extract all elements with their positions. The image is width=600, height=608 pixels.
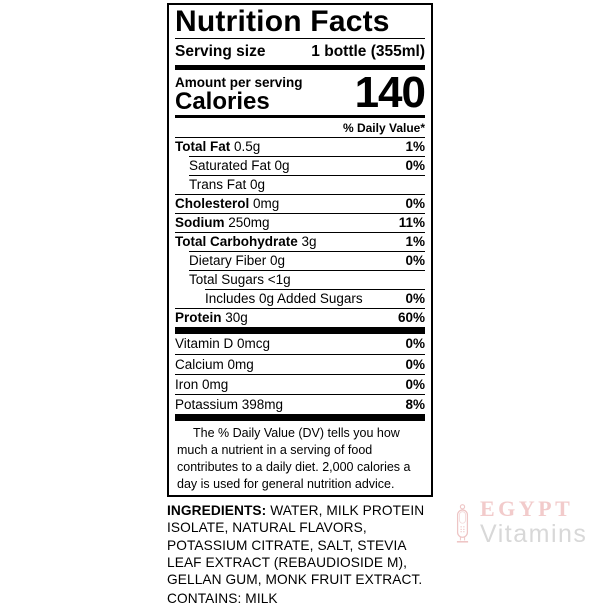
nutrient-row: Total Fat 0.5g 1% [175, 137, 425, 156]
nutrient-daily-value: 0% [405, 356, 425, 372]
nutrient-daily-value: 0% [405, 253, 425, 268]
daily-value-header: % Daily Value* [342, 121, 425, 135]
calories-label: Calories [175, 88, 270, 115]
serving-size-label: Serving size [175, 43, 266, 60]
brand-subtitle: Vitamins [480, 520, 588, 548]
thick-divider [175, 327, 425, 334]
nutrient-daily-value: 1% [405, 234, 425, 249]
brand-name: EGYPT [480, 496, 574, 521]
ingredients-label: INGREDIENTS: [167, 503, 267, 518]
nutrient-daily-value: 0% [405, 196, 425, 211]
nutrient-name: Saturated Fat 0g [189, 158, 290, 173]
nutrient-name: Trans Fat 0g [189, 177, 266, 192]
amount-per-serving-label: Amount per serving [175, 75, 303, 90]
nutrient-daily-value: 0% [405, 158, 425, 173]
nutrient-name: Vitamin D 0mcg [175, 336, 271, 351]
nutrient-rows: Total Fat 0.5g 1% Saturated Fat 0g 0% Trans … [175, 137, 425, 327]
nutrient-daily-value: 0% [405, 336, 425, 351]
nutrient-name: Total Carbohydrate 3g [175, 234, 317, 249]
contains-statement: CONTAINS: MILK [167, 591, 278, 607]
nutrition-facts-label: Nutrition Facts Serving size 1 bottle (3… [167, 3, 433, 497]
calories-block: Amount per serving Calories 140 [175, 68, 426, 117]
nutrient-daily-value: 0% [405, 291, 425, 306]
calories-value: 140 [354, 68, 426, 117]
nutrient-name: Total Sugars <1g [189, 272, 291, 287]
thick-divider [175, 65, 425, 70]
nutrient-row: Saturated Fat 0g 0% [189, 156, 425, 175]
nutrient-daily-value: 60% [397, 310, 425, 325]
ingredients-section: INGREDIENTS: WATER, MILK PROTEIN ISOLATE… [167, 502, 443, 608]
nutrient-name: Iron 0mg [175, 376, 229, 392]
brand-watermark: EGYPT Vitamins [452, 496, 598, 554]
brand-text: EGYPT Vitamins [480, 496, 598, 548]
serving-size-value: 1 bottle (355ml) [311, 43, 425, 60]
vitamin-row: Calcium 0mg 0% [175, 354, 425, 374]
vitamin-rows: Vitamin D 0mcg 0% Calcium 0mg 0% Iron 0mg 0% P… [175, 334, 425, 414]
nutrient-name: Potassium 398mg [175, 396, 284, 412]
nutrient-name: Calcium 0mg [175, 356, 254, 372]
nutrient-name: Protein 30g [175, 310, 248, 325]
nutrient-daily-value: 1% [405, 139, 425, 154]
nutrient-row: Protein 30g 60% [175, 308, 425, 327]
vitamin-row: Iron 0mg 0% [175, 374, 425, 394]
label-title: Nutrition Facts [175, 5, 425, 39]
thick-divider [175, 414, 425, 421]
serving-size-row: Serving size 1 bottle (355ml) [175, 39, 425, 65]
medium-divider [175, 115, 425, 118]
pill-bottle-icon [452, 496, 473, 554]
nutrient-name: Includes 0g Added Sugars [205, 291, 363, 306]
nutrient-row: Total Sugars <1g [189, 270, 425, 289]
nutrient-name: Cholesterol 0mg [175, 196, 280, 211]
nutrient-row: Sodium 250mg 11% [175, 213, 425, 232]
nutrient-name: Total Fat 0.5g [175, 139, 261, 154]
nutrient-row: Includes 0g Added Sugars 0% [205, 289, 425, 308]
daily-value-footnote: The % Daily Value (DV) tells you how muc… [177, 426, 411, 491]
calories-left: Amount per serving Calories [175, 70, 303, 115]
nutrient-name: Dietary Fiber 0g [189, 253, 286, 268]
nutrient-daily-value: 0% [405, 376, 425, 392]
nutrient-daily-value: 8% [405, 396, 425, 412]
nutrient-row: Trans Fat 0g [189, 175, 425, 194]
vitamin-row: Vitamin D 0mcg 0% [175, 334, 425, 354]
nutrient-row: Dietary Fiber 0g 0% [189, 251, 425, 270]
nutrient-name: Sodium 250mg [175, 215, 270, 230]
nutrient-daily-value: 11% [398, 215, 425, 230]
nutrient-row: Cholesterol 0mg 0% [175, 194, 425, 213]
vitamin-row: Potassium 398mg 8% [175, 394, 425, 414]
nutrient-row: Total Carbohydrate 3g 1% [175, 232, 425, 251]
ingredients-text: INGREDIENTS: WATER, MILK PROTEIN ISOLATE… [167, 503, 425, 588]
